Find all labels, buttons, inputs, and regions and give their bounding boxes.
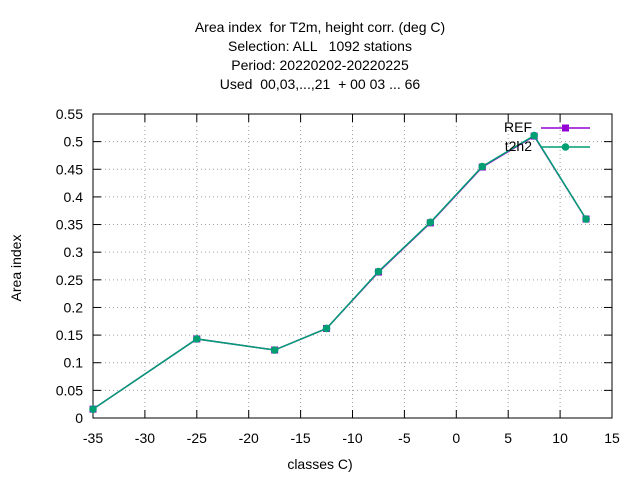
data-point-t2h2 — [374, 267, 383, 276]
y-tick-label: 0.35 — [56, 217, 83, 233]
data-point-t2h2 — [322, 324, 331, 333]
series-line-ref — [92, 135, 587, 410]
x-tick-label: -25 — [187, 430, 207, 446]
y-tick-label: 0.55 — [56, 106, 83, 122]
y-tick-label: 0.25 — [56, 272, 83, 288]
data-point-t2h2 — [582, 215, 590, 223]
y-tick-label: 0.1 — [64, 355, 84, 371]
data-point-t2h2 — [89, 405, 97, 413]
data-point-t2h2 — [530, 131, 538, 140]
x-axis-label: classes C) — [287, 456, 353, 472]
y-axis-label: Area index — [8, 234, 24, 302]
x-tick-label: -15 — [290, 430, 310, 446]
y-tick-label: 0.3 — [64, 244, 84, 260]
chart-title-line-1: Area index for T2m, height corr. (deg C) — [194, 19, 446, 35]
y-tick-label: 0.4 — [64, 189, 84, 205]
x-tick-label: 0 — [452, 430, 460, 446]
series-line-t2h2 — [92, 134, 587, 410]
y-tick-label: 0.05 — [56, 382, 83, 398]
x-tick-label: 15 — [604, 430, 620, 446]
chart-title-line-4: Used 00,03,...,21 + 00 03 ... 66 — [219, 76, 421, 92]
y-tick-label: 0 — [75, 410, 83, 426]
legend-marker-ref — [562, 124, 569, 132]
x-tick-label: 5 — [504, 430, 512, 446]
data-point-t2h2 — [270, 346, 279, 354]
chart-title-line-3: Period: 20220202-20220225 — [231, 57, 409, 73]
data-point-t2h2 — [426, 218, 435, 227]
legend-label-t2h2: t2h2 — [504, 138, 532, 154]
x-tick-label: -20 — [239, 430, 259, 446]
legend-marker-t2h2 — [561, 143, 570, 151]
y-tick-label: 0.2 — [64, 299, 84, 315]
y-tick-label: 0.15 — [56, 327, 83, 343]
data-point-t2h2 — [478, 162, 487, 171]
x-tick-label: 10 — [552, 430, 568, 446]
data-point-t2h2 — [193, 335, 201, 343]
x-tick-label: -30 — [135, 430, 155, 446]
x-tick-label: -10 — [342, 430, 362, 446]
legend-label-ref: REF — [504, 119, 532, 135]
chart-title-line-2: Selection: ALL 1092 stations — [228, 38, 412, 54]
y-tick-label: 0.45 — [56, 161, 83, 177]
x-tick-label: -5 — [398, 430, 411, 446]
x-tick-label: -35 — [83, 430, 103, 446]
y-tick-label: 0.5 — [64, 134, 84, 150]
